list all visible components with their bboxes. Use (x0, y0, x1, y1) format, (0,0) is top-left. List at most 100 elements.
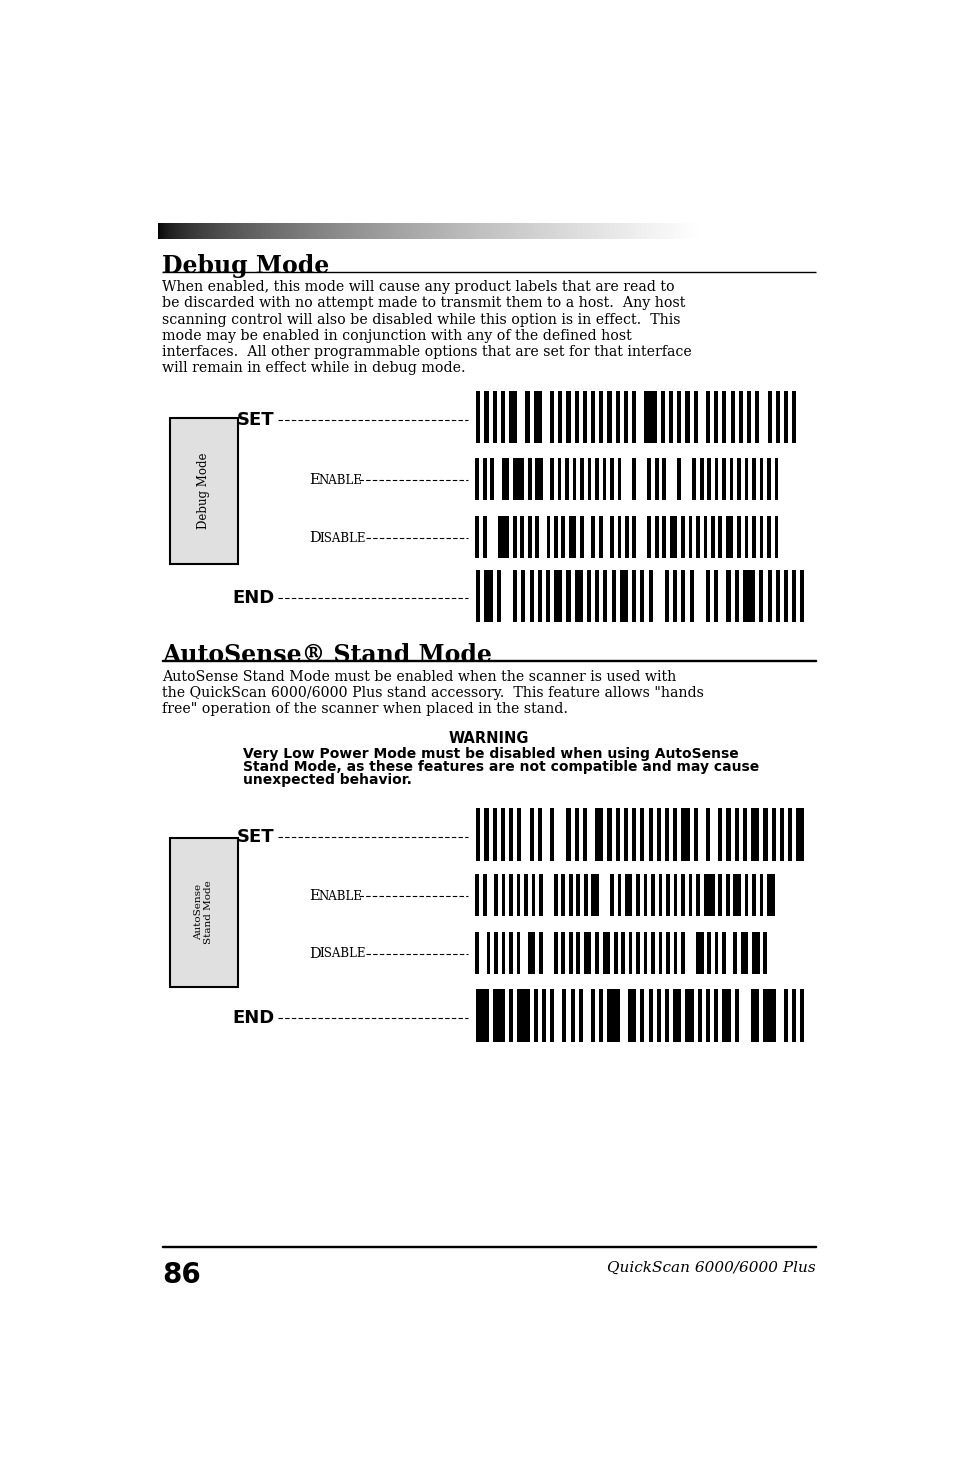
Bar (628, 932, 632, 974)
Bar (714, 569, 718, 622)
Bar (783, 569, 787, 622)
Bar (576, 932, 579, 974)
Bar (751, 516, 755, 558)
Bar (664, 990, 668, 1041)
Bar (664, 808, 668, 861)
Bar (705, 808, 709, 861)
Bar (566, 391, 570, 444)
Bar (656, 808, 660, 861)
Bar (661, 459, 665, 500)
Bar (579, 459, 583, 500)
Text: scanning control will also be disabled while this option is in effect.  This: scanning control will also be disabled w… (162, 313, 679, 326)
Bar (636, 932, 639, 974)
Bar (718, 808, 721, 861)
Bar (598, 516, 602, 558)
Text: NABLE: NABLE (318, 889, 362, 903)
Bar (583, 932, 591, 974)
Bar (737, 516, 740, 558)
Text: AutoSense Stand Mode must be enabled when the scanner is used with: AutoSense Stand Mode must be enabled whe… (162, 670, 676, 684)
Bar (639, 990, 643, 1041)
Bar (517, 990, 529, 1041)
Text: D: D (309, 531, 320, 546)
Bar (665, 932, 669, 974)
Bar (688, 516, 692, 558)
Text: E: E (309, 473, 319, 487)
Bar (658, 932, 661, 974)
Bar (587, 459, 591, 500)
Bar (685, 391, 689, 444)
Bar (800, 569, 803, 622)
Bar (475, 932, 478, 974)
Bar (535, 516, 538, 558)
Bar (791, 391, 796, 444)
Bar (643, 873, 647, 916)
Bar (609, 873, 613, 916)
Bar (705, 569, 709, 622)
Bar (561, 873, 564, 916)
Text: QuickScan 6000/6000 Plus: QuickScan 6000/6000 Plus (607, 1261, 815, 1276)
Bar (734, 990, 738, 1041)
Bar (615, 808, 619, 861)
Bar (554, 932, 558, 974)
Bar (591, 516, 595, 558)
Bar (568, 516, 576, 558)
Bar (759, 569, 762, 622)
Bar (579, 516, 583, 558)
Bar (656, 990, 660, 1041)
Text: the QuickScan 6000/6000 Plus stand accessory.  This feature allows "hands: the QuickScan 6000/6000 Plus stand acces… (162, 686, 703, 701)
Bar (611, 569, 615, 622)
Bar (513, 459, 523, 500)
Bar (475, 459, 478, 500)
Bar (529, 808, 533, 861)
Bar (519, 516, 523, 558)
Bar (688, 873, 692, 916)
Bar (595, 932, 598, 974)
Bar (648, 808, 652, 861)
Bar (759, 873, 762, 916)
Bar (669, 516, 677, 558)
Bar (550, 990, 554, 1041)
Text: NABLE: NABLE (318, 473, 362, 487)
Text: WARNING: WARNING (448, 732, 529, 746)
Bar (554, 569, 561, 622)
Bar (494, 873, 497, 916)
Bar (550, 391, 554, 444)
Bar (744, 459, 747, 500)
Bar (685, 990, 693, 1041)
Bar (501, 459, 509, 500)
Bar (639, 808, 643, 861)
Bar (680, 873, 684, 916)
Bar (775, 391, 779, 444)
Bar (767, 569, 771, 622)
Bar (779, 808, 783, 861)
Bar (527, 459, 531, 500)
Bar (486, 932, 490, 974)
Bar (651, 873, 654, 916)
Bar (648, 569, 652, 622)
Bar (730, 391, 734, 444)
Bar (533, 391, 541, 444)
Bar (643, 932, 647, 974)
Bar (700, 459, 702, 500)
Bar (787, 808, 791, 861)
Text: SET: SET (236, 410, 274, 429)
Bar (696, 516, 700, 558)
Bar (733, 932, 737, 974)
Bar (564, 459, 568, 500)
Bar (484, 808, 488, 861)
Bar (624, 873, 632, 916)
Bar (796, 808, 803, 861)
Bar (170, 417, 237, 565)
Bar (476, 808, 479, 861)
Bar (595, 569, 598, 622)
Bar (617, 516, 620, 558)
Bar (705, 391, 709, 444)
Bar (714, 391, 718, 444)
Bar (627, 990, 636, 1041)
Bar (476, 391, 479, 444)
Bar (721, 932, 725, 974)
Bar (537, 569, 541, 622)
Text: Debug Mode: Debug Mode (197, 453, 210, 530)
Bar (632, 391, 636, 444)
Text: AutoSense
Stand Mode: AutoSense Stand Mode (193, 881, 213, 944)
